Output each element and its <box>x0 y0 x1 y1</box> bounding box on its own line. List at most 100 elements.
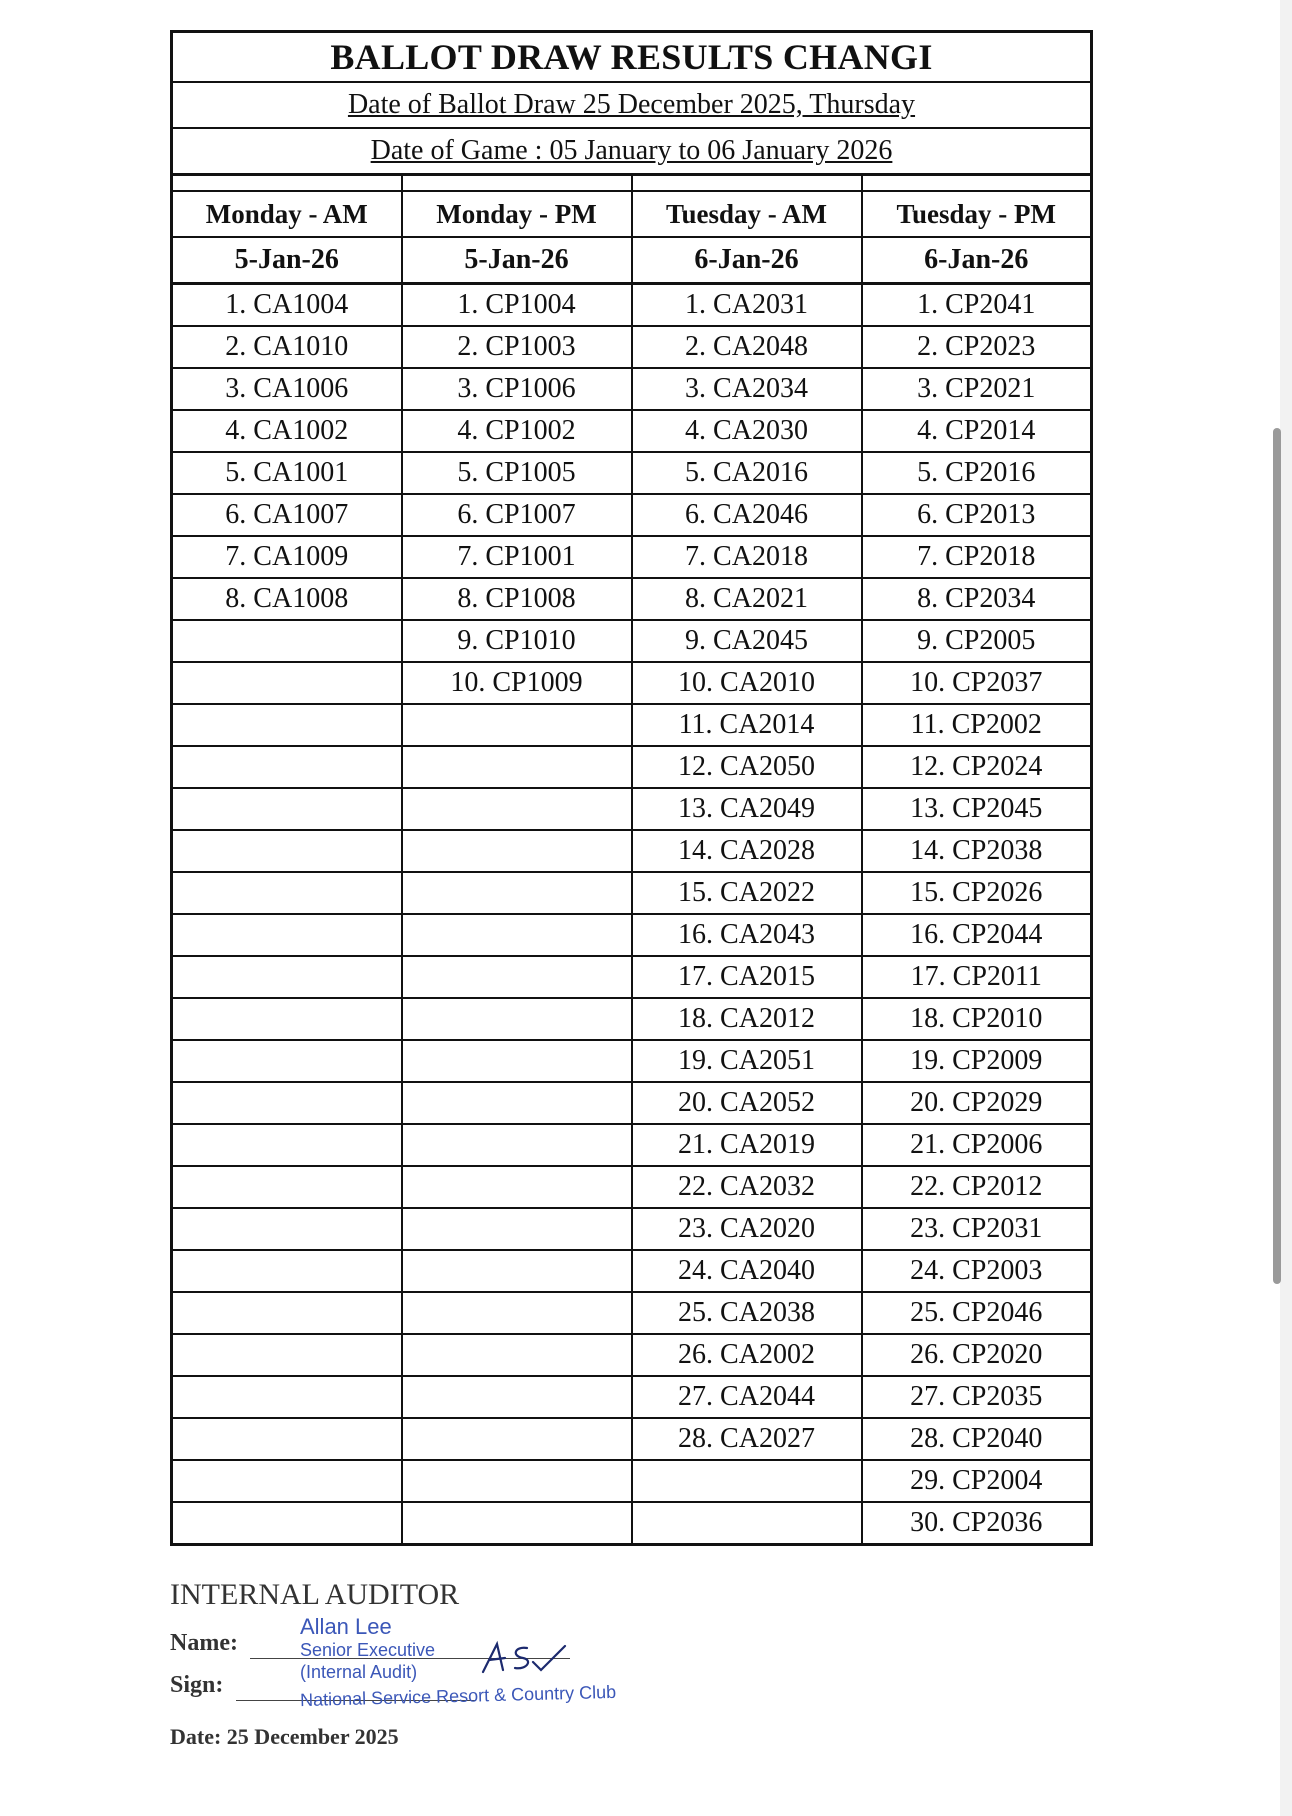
ballot-entry: 19. CP2009 <box>860 1039 1093 1083</box>
ballot-entry: 2. CA1010 <box>170 325 403 369</box>
spacer-cell <box>630 173 863 192</box>
empty-cell <box>170 1249 403 1293</box>
ballot-entry: 8. CP2034 <box>860 577 1093 621</box>
ballot-entry: 8. CA1008 <box>170 577 403 621</box>
session-date: 6-Jan-26 <box>860 236 1093 285</box>
session-header: Tuesday - AM <box>630 190 863 238</box>
ballot-entry: 13. CP2045 <box>860 787 1093 831</box>
ballot-entry: 5. CP2016 <box>860 451 1093 495</box>
empty-cell <box>400 1459 633 1503</box>
table-row: 10. CP1009 10. CA2010 10. CP2037 <box>170 661 1093 705</box>
empty-cell <box>400 997 633 1041</box>
empty-cell <box>170 1333 403 1377</box>
session-date: 5-Jan-26 <box>400 236 633 285</box>
ballot-entry: 24. CA2040 <box>630 1249 863 1293</box>
stamp-org: National Service Resort & Country Club <box>299 1681 617 1711</box>
empty-cell <box>400 955 633 999</box>
table-row: 16. CA2043 16. CP2044 <box>170 913 1093 957</box>
ballot-entry: 1. CA1004 <box>170 282 403 327</box>
ballot-entry: 2. CP1003 <box>400 325 633 369</box>
ballot-entry: 7. CP1001 <box>400 535 633 579</box>
stamp-dept: (Internal Audit) <box>300 1662 418 1682</box>
ballot-entry: 15. CP2026 <box>860 871 1093 915</box>
page-edge <box>1280 0 1292 1816</box>
ballot-entry: 5. CP1005 <box>400 451 633 495</box>
session-header: Tuesday - PM <box>860 190 1093 238</box>
session-date: 5-Jan-26 <box>170 236 403 285</box>
ballot-entry: 3. CA1006 <box>170 367 403 411</box>
empty-cell <box>170 1165 403 1209</box>
empty-cell <box>400 1375 633 1419</box>
table-row: 6. CA1007 6. CP1007 6. CA2046 6. CP2013 <box>170 493 1093 537</box>
ballot-entry: 1. CA2031 <box>630 282 863 327</box>
empty-cell <box>400 1207 633 1251</box>
table-row: 25. CA2038 25. CP2046 <box>170 1291 1093 1335</box>
ballot-entry: 10. CP1009 <box>400 661 633 705</box>
empty-cell <box>400 913 633 957</box>
empty-cell <box>170 619 403 663</box>
empty-cell <box>400 1249 633 1293</box>
ballot-entry: 12. CA2050 <box>630 745 863 789</box>
ballot-entry: 7. CA1009 <box>170 535 403 579</box>
ballot-entry: 25. CA2038 <box>630 1291 863 1335</box>
ballot-entry: 4. CP2014 <box>860 409 1093 453</box>
empty-cell <box>170 997 403 1041</box>
empty-cell <box>170 1459 403 1503</box>
draw-date: Date of Ballot Draw 25 December 2025, Th… <box>170 81 1093 129</box>
empty-cell <box>400 787 633 831</box>
stamp-name: Allan Lee <box>300 1614 392 1639</box>
scrollbar[interactable] <box>1273 428 1281 1284</box>
ballot-entry: 25. CP2046 <box>860 1291 1093 1335</box>
ballot-entry: 14. CA2028 <box>630 829 863 873</box>
ballot-entry: 3. CP1006 <box>400 367 633 411</box>
empty-cell <box>400 745 633 789</box>
ballot-entry: 6. CP2013 <box>860 493 1093 537</box>
ballot-entry: 3. CA2034 <box>630 367 863 411</box>
empty-cell <box>400 1165 633 1209</box>
empty-cell <box>170 1291 403 1335</box>
ballot-entry: 7. CA2018 <box>630 535 863 579</box>
empty-cell <box>630 1501 863 1546</box>
table-row: 9. CP1010 9. CA2045 9. CP2005 <box>170 619 1093 663</box>
ballot-entry: 30. CP2036 <box>860 1501 1093 1546</box>
empty-cell <box>170 745 403 789</box>
ballot-entry: 1. CP1004 <box>400 282 633 327</box>
ballot-entry: 23. CA2020 <box>630 1207 863 1251</box>
spacer-cell <box>400 173 633 192</box>
ballot-entry: 18. CA2012 <box>630 997 863 1041</box>
table-row: 15. CA2022 15. CP2026 <box>170 871 1093 915</box>
results-body: 1. CA1004 1. CP1004 1. CA2031 1. CP2041 2. C… <box>170 282 1093 1546</box>
table-row: 11. CA2014 11. CP2002 <box>170 703 1093 747</box>
table-row: 23. CA2020 23. CP2031 <box>170 1207 1093 1251</box>
ballot-entry: 9. CP2005 <box>860 619 1093 663</box>
ballot-entry: 16. CA2043 <box>630 913 863 957</box>
ballot-entry: 19. CA2051 <box>630 1039 863 1083</box>
ballot-entry: 16. CP2044 <box>860 913 1093 957</box>
empty-cell <box>400 1291 633 1335</box>
ballot-entry: 28. CA2027 <box>630 1417 863 1461</box>
ballot-entry: 6. CA2046 <box>630 493 863 537</box>
ballot-entry: 11. CP2002 <box>860 703 1093 747</box>
ballot-entry: 14. CP2038 <box>860 829 1093 873</box>
table-row: 17. CA2015 17. CP2011 <box>170 955 1093 999</box>
ballot-entry: 17. CA2015 <box>630 955 863 999</box>
ballot-entry: 6. CA1007 <box>170 493 403 537</box>
document-title: BALLOT DRAW RESULTS CHANGI <box>170 30 1093 83</box>
ballot-entry: 10. CP2037 <box>860 661 1093 705</box>
table-row: 1. CA1004 1. CP1004 1. CA2031 1. CP2041 <box>170 282 1093 327</box>
ballot-entry: 29. CP2004 <box>860 1459 1093 1503</box>
empty-cell <box>400 1039 633 1083</box>
empty-cell <box>170 787 403 831</box>
table-row: 3. CA1006 3. CP1006 3. CA2034 3. CP2021 <box>170 367 1093 411</box>
ballot-entry: 5. CA1001 <box>170 451 403 495</box>
empty-cell <box>400 1081 633 1125</box>
empty-cell <box>170 1501 403 1546</box>
ballot-entry: 4. CA1002 <box>170 409 403 453</box>
empty-cell <box>630 1459 863 1503</box>
table-row: 8. CA1008 8. CP1008 8. CA2021 8. CP2034 <box>170 577 1093 621</box>
empty-cell <box>400 1501 633 1546</box>
empty-cell <box>170 1123 403 1167</box>
ballot-entry: 6. CP1007 <box>400 493 633 537</box>
table-row: 24. CA2040 24. CP2003 <box>170 1249 1093 1293</box>
ballot-entry: 26. CA2002 <box>630 1333 863 1377</box>
